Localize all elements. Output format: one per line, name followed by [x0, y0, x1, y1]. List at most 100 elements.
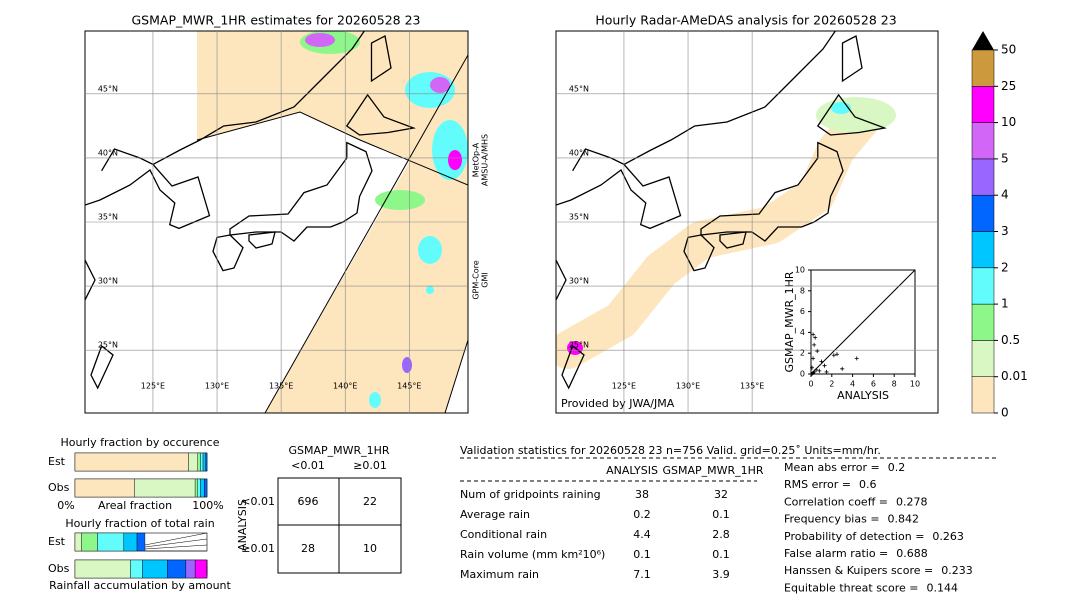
- cont-row: ≥0.01: [241, 542, 275, 555]
- point: [822, 363, 827, 368]
- bar-segment: [200, 478, 205, 498]
- bar-segment: [123, 532, 138, 552]
- score-value: 0.233: [941, 564, 973, 577]
- score-label: RMS error =: [784, 478, 851, 491]
- score-label: Correlation coeff =: [784, 495, 888, 508]
- x-tick-label: 8: [892, 380, 897, 389]
- lon-label: 125°E: [612, 382, 636, 391]
- bar-segment: [142, 559, 168, 579]
- bar-segment: [74, 452, 189, 472]
- funnel: [144, 532, 208, 546]
- score-label: Frequency bias =: [784, 513, 880, 526]
- y-tick-label: 2: [800, 349, 805, 358]
- row-value: 0.1: [633, 548, 651, 561]
- bar-segment: [130, 559, 143, 579]
- cont-count: 28: [301, 542, 315, 555]
- lon-label: 130°E: [205, 382, 229, 391]
- score-value: 0.263: [932, 530, 964, 543]
- row-label: Obs: [48, 481, 70, 494]
- bar-segment: [167, 559, 187, 579]
- bar-segment: [188, 452, 198, 472]
- axis-label: 0%: [57, 499, 74, 512]
- colorbar-extend: [972, 31, 994, 50]
- colorbar-label: 0: [1001, 406, 1009, 420]
- lat-label: 30°N: [98, 277, 118, 286]
- left-map-title: GSMAP_MWR_1HR estimates for 20260528 23: [132, 13, 421, 28]
- colorbar-label: 4: [1001, 188, 1009, 202]
- cont-col: ≥0.01: [353, 459, 387, 472]
- point: [840, 366, 845, 371]
- score-value: 0.278: [896, 495, 928, 508]
- colorbar-label: 5: [1001, 151, 1009, 165]
- point: [810, 365, 815, 370]
- bar-segment: [185, 559, 196, 579]
- x-tick-label: 6: [871, 380, 876, 389]
- row-value: 4.4: [633, 528, 651, 541]
- lon-label: 135°E: [740, 382, 764, 391]
- score-label: Equitable threat score =: [784, 581, 918, 594]
- sensor-label: MetOp-A: [472, 142, 481, 177]
- lon-label: 140°E: [333, 382, 357, 391]
- point: [831, 353, 836, 358]
- scatter-xlabel: ANALYSIS: [837, 389, 889, 402]
- colorbar-cell: [971, 303, 995, 341]
- score-value: 0.688: [896, 547, 928, 560]
- y-tick-label: 4: [800, 328, 805, 337]
- point: [811, 332, 816, 337]
- y-tick-label: 0: [800, 370, 805, 379]
- score-label: Mean abs error =: [784, 461, 880, 474]
- scatter-ylabel: GSMAP_MWR_1HR: [783, 271, 796, 372]
- score-value: 0.842: [888, 513, 920, 526]
- colorbar-label: 0.5: [1001, 333, 1020, 347]
- cont-col: <0.01: [291, 459, 325, 472]
- point: [854, 356, 859, 361]
- x-tick-label: 4: [850, 380, 855, 389]
- row-label: Num of gridpoints raining: [460, 488, 601, 501]
- cont-count: 696: [298, 495, 319, 508]
- bar-segment: [97, 532, 125, 552]
- y-tick-label: 10: [795, 266, 805, 275]
- score-label: Probability of detection =: [784, 530, 924, 543]
- score-label: False alarm ratio =: [784, 547, 888, 560]
- bar-segment: [74, 559, 131, 579]
- bar-segment: [197, 452, 201, 472]
- colorbar-label: 50: [1001, 43, 1016, 57]
- y-tick-label: 8: [800, 286, 805, 295]
- x-tick-label: 0: [808, 380, 813, 389]
- point: [814, 367, 819, 372]
- bar-segment: [194, 478, 198, 498]
- colorbar-cell: [971, 376, 995, 414]
- occurrence-title: Hourly fraction by occurence: [61, 436, 220, 449]
- rain-title: Hourly fraction of total rain: [65, 517, 214, 530]
- point: [815, 349, 820, 354]
- credit: Provided by JWA/JMA: [561, 397, 675, 410]
- row-value: 3.9: [712, 568, 730, 581]
- sensor-label: AMSU-A/MHS: [481, 134, 490, 186]
- colorbar-cell: [971, 267, 995, 305]
- point: [817, 368, 822, 373]
- colorbar-cell: [971, 86, 995, 123]
- point: [819, 359, 824, 364]
- cont-count: 22: [363, 495, 377, 508]
- lat-label: 25°N: [98, 341, 118, 350]
- y-tick-label: 6: [800, 307, 805, 316]
- row-label: Maximum rain: [460, 568, 539, 581]
- bar-segment: [197, 478, 201, 498]
- bar-segment: [136, 532, 146, 552]
- rain-xlabel: Rainfall accumulation by amount: [49, 579, 231, 592]
- point: [835, 352, 839, 357]
- row-label: Rain volume (mm km²10⁶): [460, 548, 605, 561]
- funnel: [144, 544, 208, 550]
- colorbar-cell: [971, 231, 995, 269]
- cont-count: 10: [363, 542, 377, 555]
- colorbar-cell: [971, 49, 995, 87]
- right-map-field: [556, 31, 896, 389]
- axis-label: 100%: [192, 499, 223, 512]
- lat-label: 30°N: [569, 277, 589, 286]
- diagonal: [810, 269, 916, 375]
- lon-label: 145°E: [397, 382, 421, 391]
- cont-row: <0.01: [241, 495, 275, 508]
- colorbar-label: 3: [1001, 224, 1009, 238]
- row-label: Est: [48, 535, 66, 548]
